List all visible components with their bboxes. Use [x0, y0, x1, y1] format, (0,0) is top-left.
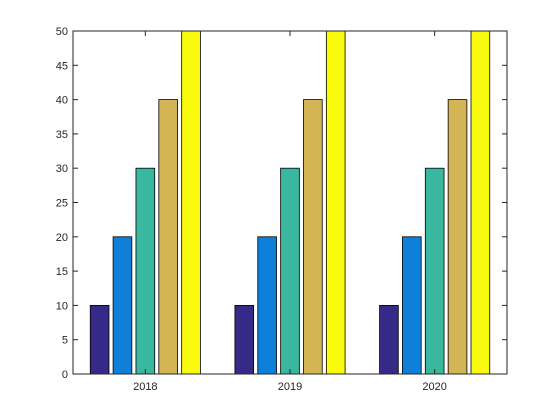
y-tick-label: 50 [56, 26, 68, 38]
bar-2019-series-3 [280, 167, 300, 375]
bar-2020-series-2 [402, 236, 422, 375]
bar-2019-series-5 [325, 30, 346, 375]
y-tick-label: 0 [62, 369, 68, 381]
y-tick-label: 5 [62, 335, 68, 347]
bars-group [89, 30, 491, 375]
y-tick-label: 10 [56, 300, 68, 312]
bar-2020-series-1 [379, 304, 399, 375]
axes-group: 0 5 10 15 20 25 30 35 40 45 50 2018 2019 2020 [56, 26, 508, 393]
bar-2020-series-4 [447, 99, 468, 375]
bar-2019-series-1 [234, 304, 255, 375]
x-tick-label-2020: 2020 [422, 381, 446, 393]
bar-2019-series-4 [303, 99, 323, 375]
y-tick-label: 40 [56, 95, 68, 107]
bar-2020-series-5 [470, 30, 491, 375]
x-tick-label-2019: 2019 [278, 381, 302, 393]
y-tick-label: 20 [56, 232, 68, 244]
y-tick-label: 15 [56, 266, 68, 278]
bar-2018-series-5 [181, 30, 201, 375]
bar-2020-series-3 [424, 167, 445, 375]
x-tick-label-2018: 2018 [133, 381, 157, 393]
bar-2019-series-2 [257, 236, 277, 375]
bar-2018-series-4 [158, 99, 178, 375]
bar-2018-series-2 [112, 236, 133, 375]
y-tick-label: 45 [56, 60, 68, 72]
bar-2018-series-3 [135, 167, 156, 375]
bar-2018-series-1 [89, 304, 110, 375]
y-tick-label: 30 [56, 163, 68, 175]
y-tick-label: 25 [56, 198, 68, 210]
y-tick-label: 35 [56, 129, 68, 141]
